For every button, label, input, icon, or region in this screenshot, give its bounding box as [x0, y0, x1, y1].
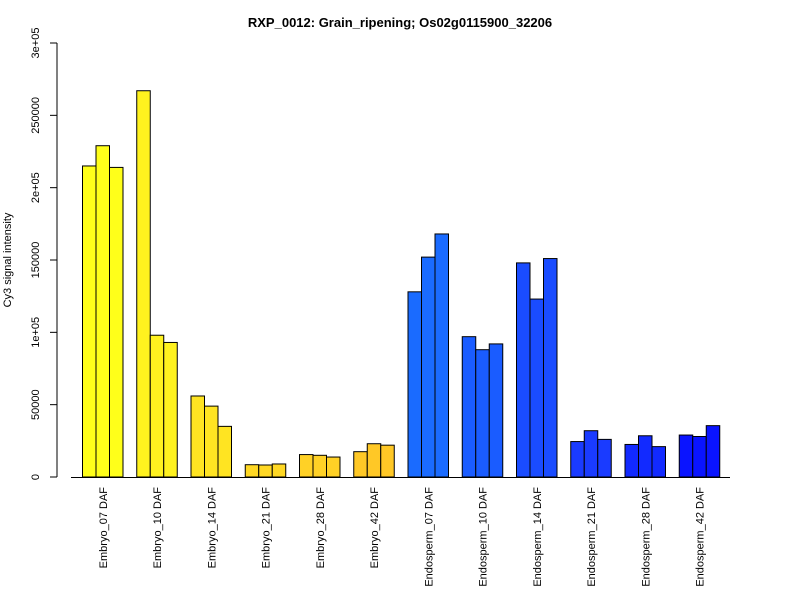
chart-title: RXP_0012: Grain_ripening; Os02g0115900_3… [248, 15, 552, 30]
bar [407, 291, 422, 478]
x-tick-label: Embryo_10 DAF [152, 487, 164, 569]
bar [516, 262, 531, 478]
bar [204, 405, 219, 478]
y-tick-label: 150000 [30, 242, 42, 279]
bar [244, 464, 260, 478]
y-axis-label: Cy3 signal intensity [2, 212, 14, 307]
bar [705, 425, 721, 478]
y-tick-label: 2e+05 [30, 172, 42, 203]
bar [217, 425, 232, 478]
bar [82, 165, 97, 478]
bar [543, 258, 558, 478]
bar [638, 435, 653, 478]
bar [366, 443, 382, 478]
bar [149, 334, 165, 478]
x-axis-labels: Embryo_07 DAF Embryo_10 DAF Embryo_14 DAF E… [98, 487, 707, 587]
bar [353, 451, 368, 478]
x-tick-label: Embryo_07 DAF [98, 487, 110, 569]
bar [488, 343, 504, 478]
x-tick-label: Endosperm_21 DAF [586, 487, 598, 587]
bar [475, 349, 490, 478]
bar [434, 233, 449, 478]
x-tick-label: Embryo_42 DAF [369, 487, 381, 569]
y-tick-label: 0 [30, 474, 42, 480]
bar [597, 438, 612, 478]
x-tick-label: Endosperm_07 DAF [423, 487, 435, 587]
x-tick-label: Endosperm_10 DAF [478, 487, 490, 587]
bar [570, 441, 585, 478]
y-axis: 0 50000 1e+05 150000 2e+05 250000 3e+05 [30, 28, 58, 480]
bar [678, 434, 694, 478]
y-tick-label: 3e+05 [30, 28, 42, 59]
bar [421, 256, 436, 478]
y-tick-label: 50000 [30, 389, 42, 420]
bar [163, 341, 178, 478]
bar [271, 463, 287, 478]
bar [529, 298, 544, 478]
y-tick-label: 250000 [30, 97, 42, 134]
bar [312, 454, 327, 478]
bar [299, 454, 314, 478]
bar [136, 90, 151, 478]
bar [109, 166, 124, 478]
y-tick-label: 1e+05 [30, 317, 42, 348]
bar [190, 395, 205, 478]
bar [95, 145, 110, 478]
x-tick-label: Endosperm_28 DAF [640, 487, 652, 587]
x-tick-label: Embryo_21 DAF [261, 487, 273, 569]
bar [651, 446, 666, 478]
bar [326, 456, 341, 478]
x-tick-label: Endosperm_14 DAF [532, 487, 544, 587]
bar [583, 430, 599, 478]
bar [461, 336, 477, 478]
bar [692, 435, 707, 478]
bar [258, 464, 273, 478]
x-tick-label: Endosperm_42 DAF [695, 487, 707, 587]
bars [82, 90, 721, 478]
bar [380, 444, 395, 478]
bar [624, 443, 639, 478]
x-tick-label: Embryo_14 DAF [206, 487, 218, 569]
x-tick-label: Embryo_28 DAF [315, 487, 327, 569]
